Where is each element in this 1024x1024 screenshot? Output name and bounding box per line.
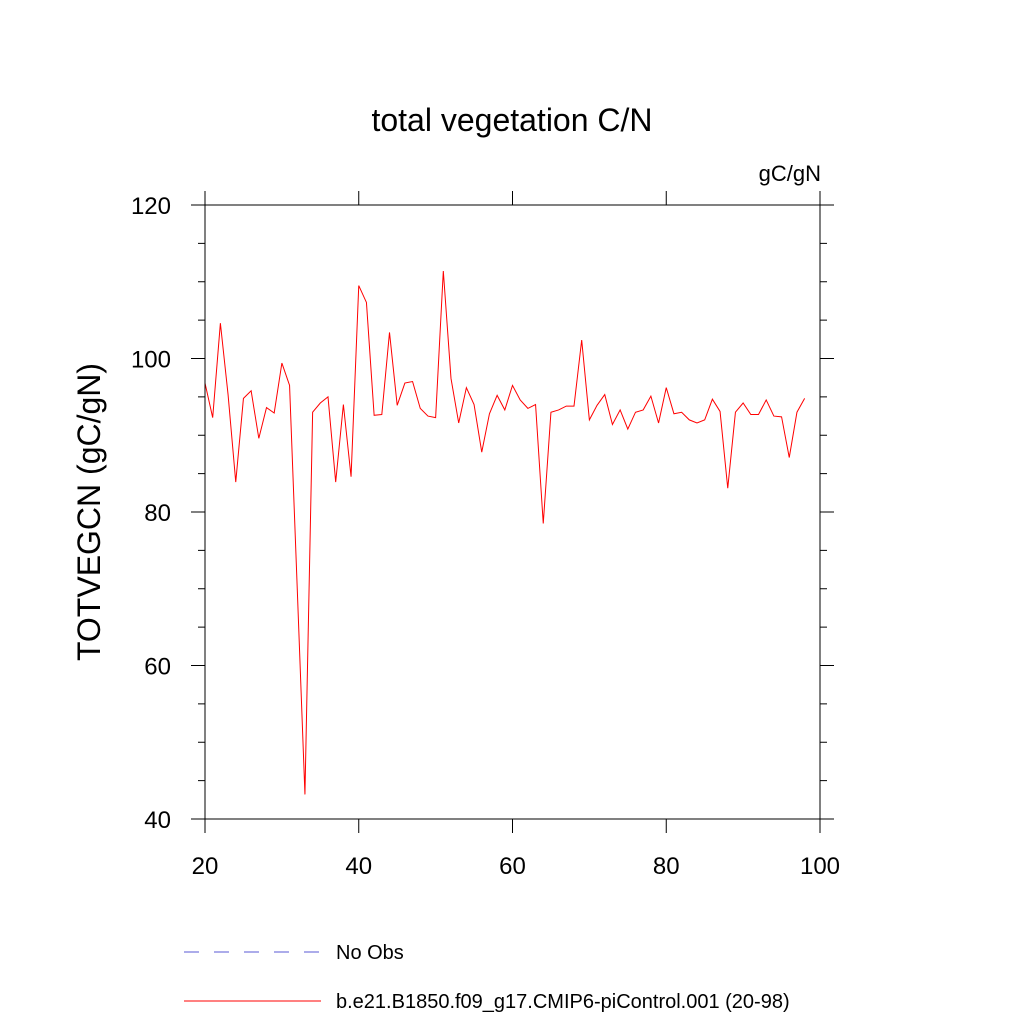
x-tick-label: 80 — [653, 853, 680, 880]
series-line — [204, 270, 806, 795]
legend: No Obs b.e21.B1850.f09_g17.CMIP6-piContr… — [184, 942, 790, 1013]
y-tick-label: 60 — [144, 654, 171, 681]
legend-label-no-obs: No Obs — [336, 942, 404, 964]
y-tick-label: 100 — [131, 347, 171, 374]
x-tick-label: 40 — [345, 853, 372, 880]
x-tick-label: 100 — [800, 853, 840, 880]
chart-title: total vegetation C/N — [371, 102, 652, 138]
y-tick-label: 40 — [144, 807, 171, 834]
tick-labels: 20 40 60 80 100 40 60 80 100 120 — [131, 193, 840, 880]
y-tick-label: 80 — [144, 500, 171, 527]
series-layer — [204, 270, 806, 795]
legend-label-picontrol: b.e21.B1850.f09_g17.CMIP6-piControl.001 … — [336, 991, 790, 1013]
major-ticks — [191, 191, 834, 833]
y-tick-label: 120 — [131, 193, 171, 220]
minor-ticks — [198, 242, 827, 782]
y-axis-label: TOTVEGCN (gC/gN) — [71, 363, 107, 661]
x-tick-label: 60 — [499, 853, 526, 880]
plot-frame — [204, 204, 821, 820]
units-label: gC/gN — [759, 161, 821, 186]
x-tick-label: 20 — [192, 853, 219, 880]
